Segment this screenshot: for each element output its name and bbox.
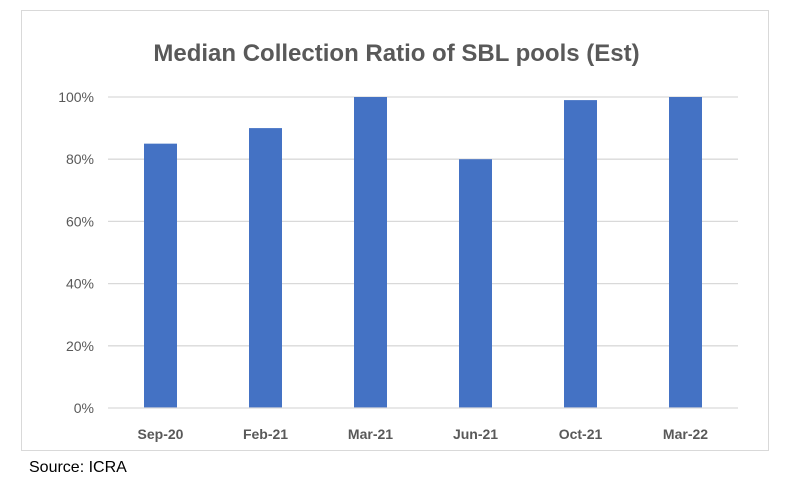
x-tick-label: Mar-22 [663, 426, 708, 442]
x-tick-label: Sep-20 [138, 426, 184, 442]
x-tick-label: Jun-21 [453, 426, 498, 442]
x-tick-label: Oct-21 [559, 426, 603, 442]
y-tick-label: 80% [66, 151, 94, 167]
source-note: Source: ICRA [29, 459, 127, 476]
bar [249, 128, 282, 408]
y-tick-label: 100% [58, 89, 94, 105]
bar [564, 100, 597, 409]
bar [144, 143, 177, 408]
chart-frame [21, 10, 769, 451]
bar [669, 97, 702, 408]
x-tick-label: Mar-21 [348, 426, 393, 442]
x-tick-label: Feb-21 [243, 426, 288, 442]
y-tick-label: 20% [66, 338, 94, 354]
chart-title: Median Collection Ratio of SBL pools (Es… [153, 40, 640, 67]
bar [459, 159, 492, 408]
bar [354, 97, 387, 408]
y-tick-label: 60% [66, 213, 94, 229]
y-tick-label: 0% [74, 400, 94, 416]
y-tick-label: 40% [66, 276, 94, 292]
